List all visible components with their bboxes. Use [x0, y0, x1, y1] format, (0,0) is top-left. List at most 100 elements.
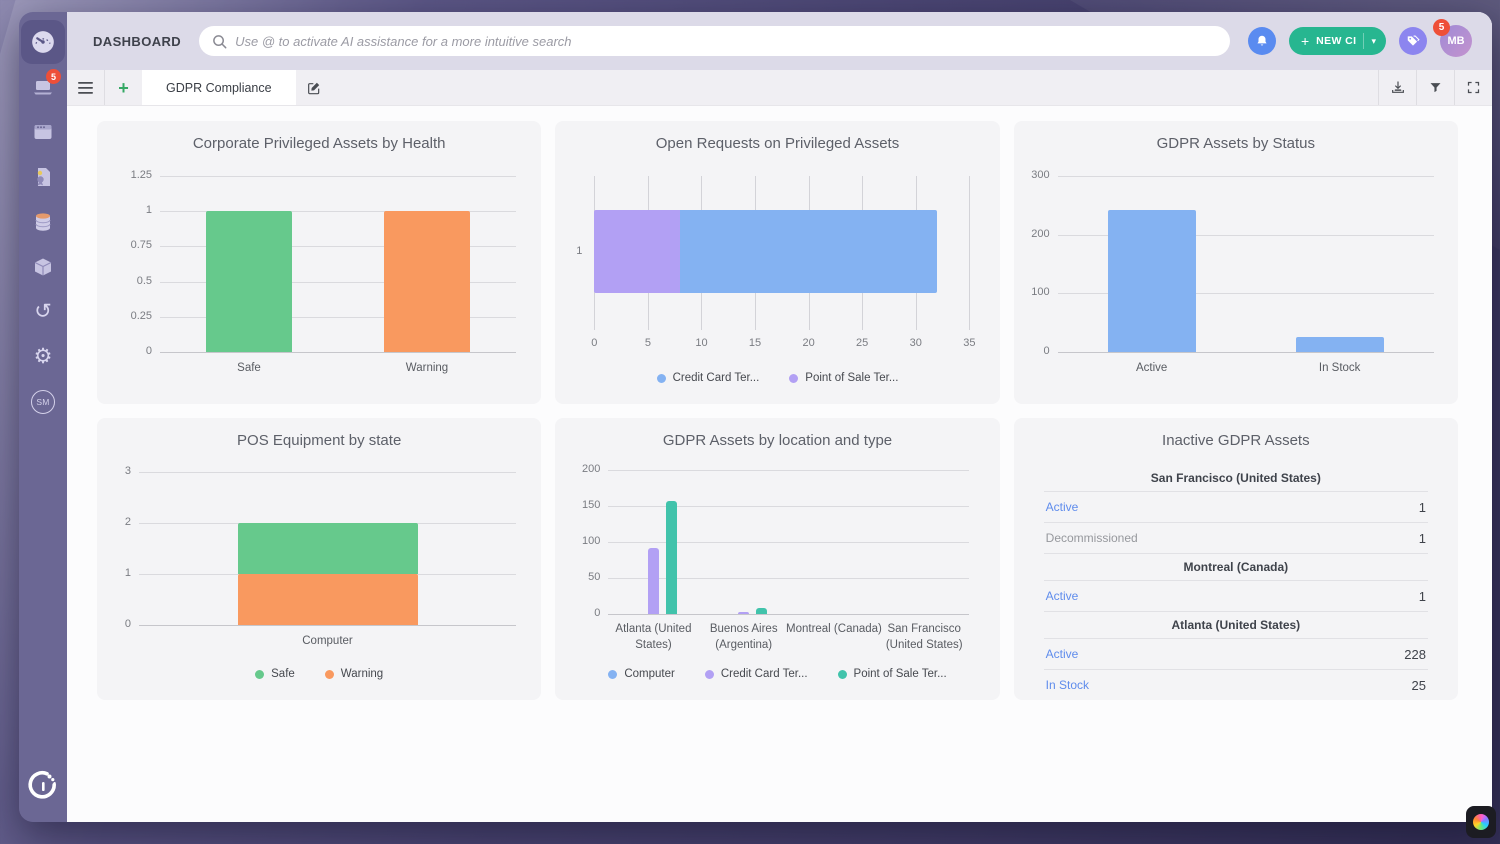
x-tick-label: 35: [963, 337, 976, 349]
category-label: Atlanta (United States): [615, 623, 692, 651]
gridline: [1057, 293, 1434, 295]
sidebar-item-dashboard[interactable]: [21, 20, 65, 64]
devices-badge: 5: [46, 69, 61, 84]
bar-segment[interactable]: [594, 210, 681, 293]
header-actions: + NEW CI ▾ 5 MB: [1247, 19, 1472, 57]
chart-title: POS Equipment by state: [237, 432, 402, 449]
y-tick-label: 0: [145, 345, 152, 357]
sidebar-item-packages[interactable]: [19, 244, 67, 289]
page-title: DASHBOARD: [93, 33, 182, 49]
legend-item[interactable]: Point of Sale Ter...: [789, 372, 898, 384]
sidebar-item-history[interactable]: ↺: [19, 289, 67, 334]
bar[interactable]: [384, 211, 470, 352]
legend-item[interactable]: Safe: [255, 668, 295, 680]
chart-location-type: 0 50 100 150 200 Atlanta (United States) Bueno…: [555, 418, 999, 700]
legend-item[interactable]: Credit Card Ter...: [704, 668, 808, 680]
sidebar-item-certificates[interactable]: [19, 154, 67, 199]
table-row: Active 228: [1043, 638, 1428, 669]
legend-dot-icon: [837, 669, 847, 679]
y-tick-label: 0.5: [136, 274, 152, 287]
chevron-down-icon[interactable]: ▾: [1371, 35, 1376, 46]
x-tick-label: 0: [591, 337, 598, 349]
table-row: Active 1: [1043, 580, 1428, 611]
legend-item[interactable]: Computer: [608, 668, 675, 680]
history-restore-icon: ↺: [34, 300, 52, 323]
database-icon: [35, 212, 51, 231]
legend-label: Point of Sale Ter...: [805, 372, 899, 384]
status-link[interactable]: In Stock: [1045, 678, 1090, 692]
category-label: Buenos Aires (Argentina): [709, 623, 778, 651]
bar[interactable]: [237, 574, 418, 625]
sidebar-item-devices[interactable]: 5: [19, 64, 67, 109]
status-label: Decommissioned: [1045, 531, 1138, 545]
tab-gdpr-compliance[interactable]: GDPR Compliance: [142, 70, 296, 105]
chart-card-pos-equipment: POS Equipment by state 0 1 2 3 Computer Safe W…: [97, 418, 542, 700]
top-header: DASHBOARD + NEW CI: [67, 12, 1492, 70]
y-tick-label: 100: [1031, 286, 1050, 299]
download-dashboard-button[interactable]: [1379, 70, 1416, 105]
edit-dashboard-button[interactable]: [296, 70, 333, 105]
chart-title: Open Requests on Privileged Assets: [655, 135, 900, 152]
search-icon: [213, 34, 227, 48]
bar[interactable]: [756, 607, 768, 614]
status-link[interactable]: Active: [1045, 647, 1079, 661]
gridline: [1057, 176, 1434, 177]
category-label: In Stock: [1318, 362, 1361, 374]
sidebar-item-database[interactable]: [19, 199, 67, 244]
dashboard-gauge-icon: [32, 31, 54, 53]
bar-segment[interactable]: [680, 210, 938, 293]
new-ci-button[interactable]: + NEW CI ▾: [1288, 27, 1386, 55]
x-tick-label: 25: [856, 337, 869, 349]
gridline: [608, 614, 970, 615]
bar[interactable]: [665, 500, 677, 614]
status-link[interactable]: Active: [1045, 589, 1079, 603]
bar[interactable]: [738, 611, 750, 614]
legend-label: Point of Sale Ter...: [853, 668, 947, 680]
x-tick-label: 20: [802, 337, 815, 349]
bar[interactable]: [647, 547, 659, 614]
row-value: 228: [1404, 646, 1426, 662]
fullscreen-button[interactable]: [1455, 70, 1492, 105]
table-row: In Stock 25: [1043, 669, 1428, 700]
legend-item[interactable]: Warning: [324, 668, 383, 680]
add-tab-button[interactable]: +: [105, 70, 142, 105]
chart-title: GDPR Assets by Status: [1156, 135, 1316, 152]
bar[interactable]: [206, 211, 292, 352]
y-tick-label: 100: [581, 535, 601, 547]
legend-item[interactable]: Credit Card Ter...: [656, 372, 759, 384]
sidebar: 5: [19, 12, 67, 822]
legend-item[interactable]: Point of Sale Ter...: [837, 668, 947, 680]
assets-table: San Francisco (United States) Active 1 Deco…: [1043, 464, 1428, 700]
status-link[interactable]: Active: [1045, 500, 1079, 514]
notification-count-badge: 5: [1433, 19, 1450, 36]
bar[interactable]: [1295, 337, 1384, 352]
table-row: Decommissioned 1: [1043, 522, 1428, 553]
bar[interactable]: [237, 523, 418, 574]
category-label: Computer: [302, 635, 353, 647]
sidebar-item-sm[interactable]: SM: [19, 379, 67, 424]
x-tick-label: 15: [748, 337, 762, 349]
sm-badge-icon: SM: [31, 389, 55, 414]
search-bar[interactable]: [199, 26, 1230, 56]
certificate-document-icon: [37, 167, 50, 186]
assistant-overlay-button[interactable]: [1466, 806, 1496, 838]
chart-card-status: GDPR Assets by Status 0 100 200 300 Active In…: [1013, 121, 1458, 404]
dashboard-menu-button[interactable]: [67, 70, 104, 105]
search-input[interactable]: [235, 33, 1217, 49]
assistant-flower-icon: [1473, 814, 1489, 830]
download-icon: [1391, 80, 1404, 93]
category-label: 1: [576, 244, 583, 257]
sidebar-item-settings[interactable]: ⚙: [19, 334, 67, 379]
sidebar-item-applications[interactable]: [19, 109, 67, 154]
category-label: Safe: [237, 362, 261, 374]
tags-button[interactable]: [1399, 27, 1427, 55]
x-tick-label: 5: [644, 337, 651, 349]
filter-button[interactable]: [1417, 70, 1454, 105]
y-tick-label: 1.25: [130, 169, 152, 181]
divider: [1378, 70, 1379, 105]
notifications-button[interactable]: [1247, 27, 1276, 55]
bar[interactable]: [1107, 210, 1196, 352]
y-tick-label: 0: [594, 607, 601, 619]
main-area: DASHBOARD + NEW CI: [67, 12, 1492, 822]
legend-label: Computer: [624, 668, 675, 680]
